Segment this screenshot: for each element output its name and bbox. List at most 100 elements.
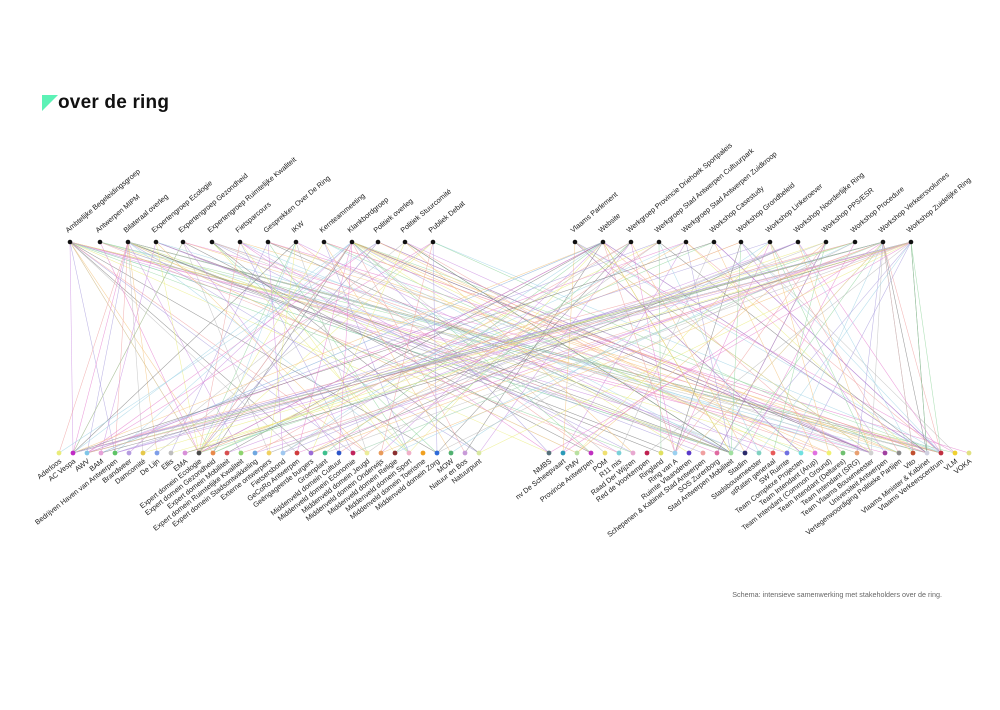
bottom-node-expert-domein-mobiliteit[interactable] — [224, 450, 230, 456]
connection-line — [404, 241, 872, 454]
top-node-gesprekken-over-de-ring[interactable] — [265, 239, 271, 245]
bottom-node-sos-zurenborg[interactable] — [714, 450, 720, 456]
top-node-vlaams-parlement[interactable] — [572, 239, 578, 245]
bottom-node-universiteit-antwerpen[interactable] — [882, 450, 888, 456]
bottom-node-nmbs[interactable] — [546, 450, 552, 456]
bottom-node-expert-domein-ecologie[interactable] — [196, 450, 202, 456]
bottom-node-middenveld-domein-religie[interactable] — [392, 450, 398, 456]
bottom-node-vertegenwoordiging-politieke-partijen[interactable] — [896, 450, 902, 456]
connection-line — [211, 241, 858, 454]
bottom-node-aderloos[interactable] — [56, 450, 62, 456]
bottom-node-bedrijven-haven-van-antwerpen[interactable] — [112, 450, 118, 456]
bottom-node-middenveld-domein-sport[interactable] — [406, 450, 412, 456]
bottom-node-bam[interactable] — [98, 450, 104, 456]
bottom-node-stadsbouwmeester[interactable] — [756, 450, 762, 456]
connection-line — [380, 241, 434, 454]
bottom-node-expert-domein-stadsontwikkeling[interactable] — [252, 450, 258, 456]
bottom-node-middenveld-domein-cultuur[interactable] — [336, 450, 342, 456]
bottom-node-ringland[interactable] — [658, 450, 664, 456]
top-node-werkgroep-stad-antwerpen-zuidkroop[interactable] — [683, 239, 689, 245]
bottom-node-middenveld-domein-economie[interactable] — [350, 450, 356, 456]
bottom-node-team-intendant-common-ground[interactable] — [826, 450, 832, 456]
bottom-node-geengageerde-burgers[interactable] — [308, 450, 314, 456]
bottom-node-natuur-en-bos[interactable] — [462, 450, 468, 456]
bottom-node-vlaams-minister-kabinet[interactable] — [924, 450, 930, 456]
bottom-node-mow[interactable] — [448, 450, 454, 456]
connection-line — [674, 241, 742, 454]
bottom-node-pom[interactable] — [602, 450, 608, 456]
top-node-expertengroep-gezondheid[interactable] — [180, 239, 186, 245]
connection-line — [658, 241, 662, 454]
bottom-node-team-intendant-srg[interactable] — [854, 450, 860, 456]
top-node-publiek-debat[interactable] — [430, 239, 436, 245]
bottom-node-stadim[interactable] — [742, 450, 748, 456]
connection-line — [856, 241, 884, 454]
top-node-workshop-verkeersvolumes[interactable] — [880, 239, 886, 245]
top-node-werkgroep-stad-antwerpen-cultuurpark[interactable] — [656, 239, 662, 245]
bottom-node-team-complexe-projecten[interactable] — [798, 450, 804, 456]
bottom-node-middenveld-domein-toerisme[interactable] — [420, 450, 426, 456]
bottom-node-expert-domein-gezondheid[interactable] — [210, 450, 216, 456]
top-node-kernteammeeting[interactable] — [321, 239, 327, 245]
top-node-workshop-linkeroever[interactable] — [767, 239, 773, 245]
bottom-node-team-vlaams-bouwmeester[interactable] — [868, 450, 874, 456]
bottom-node-externe-ontwerpers[interactable] — [266, 450, 272, 456]
connection-line — [351, 241, 466, 454]
top-node-ikw[interactable] — [293, 239, 299, 245]
top-node-werkgroep-provincie-driehoek-sportpaleis[interactable] — [628, 239, 634, 245]
bottom-node-gecoro-antwerpen[interactable] — [294, 450, 300, 456]
bottom-node-ellis[interactable] — [168, 450, 174, 456]
top-node-bilateraal-overleg[interactable] — [125, 239, 131, 245]
top-node-website[interactable] — [600, 239, 606, 245]
bottom-node-r11-mis[interactable] — [616, 450, 622, 456]
bottom-node-ac-vespa[interactable] — [70, 450, 76, 456]
bottom-node-ring-van-a[interactable] — [672, 450, 678, 456]
top-node-politiek-overleg[interactable] — [375, 239, 381, 245]
bottom-node-team-intendant-arup[interactable] — [812, 450, 818, 456]
bottom-node-pmv[interactable] — [574, 450, 580, 456]
bottom-node-sw-ruimte[interactable] — [784, 450, 790, 456]
connection-line — [323, 241, 452, 454]
bottom-node-provincie-antwerpen[interactable] — [588, 450, 594, 456]
bottom-node-ruimte-vlaanderen[interactable] — [686, 450, 692, 456]
bottom-node-vlm[interactable] — [952, 450, 958, 456]
bottom-node-team-intendant-deltares[interactable] — [840, 450, 846, 456]
connection-line — [184, 241, 827, 454]
bottom-node-awv[interactable] — [84, 450, 90, 456]
bottom-node-middenveld-domein-jeugd[interactable] — [364, 450, 370, 456]
bottom-node-middenveld-domein-zorg[interactable] — [434, 450, 440, 456]
bottom-node-ema[interactable] — [182, 450, 188, 456]
bottom-node-schepenen-kabinet-stad-antwerpen[interactable] — [700, 450, 706, 456]
top-node-expertengroep-ecologie[interactable] — [153, 239, 159, 245]
bottom-node-brandweer[interactable] — [126, 450, 132, 456]
top-node-workshop-casestudy[interactable] — [711, 239, 717, 245]
top-node-politiek-stuurcomite[interactable] — [402, 239, 408, 245]
bottom-node-red-de-voorkempen[interactable] — [644, 450, 650, 456]
bottom-node-nv-de-scheepvaart[interactable] — [560, 450, 566, 456]
top-node-workshop-pps-esr[interactable] — [823, 239, 829, 245]
top-node-expertengroep-ruimtelijke-kwaliteit[interactable] — [209, 239, 215, 245]
bottom-node-de-lijn[interactable] — [154, 450, 160, 456]
top-node-workshop-grondbeleid[interactable] — [738, 239, 744, 245]
bottom-node-stad-antwerpen-mobiliteit[interactable] — [728, 450, 734, 456]
bottom-node-vito[interactable] — [910, 450, 916, 456]
top-node-ambtelijke-begeleidingsgroep[interactable] — [67, 239, 73, 245]
top-node-antwerpen-mipm[interactable] — [97, 239, 103, 245]
bottom-node-fietsersbond[interactable] — [280, 450, 286, 456]
connection-line — [630, 241, 676, 454]
top-node-workshop-zuidelijke-ring[interactable] — [908, 239, 914, 245]
bottom-node-expert-domein-ruimtelijke-kwaliteit[interactable] — [238, 450, 244, 456]
top-node-workshop-noorderlijke-ring[interactable] — [795, 239, 801, 245]
bottom-node-straten-generaal[interactable] — [770, 450, 776, 456]
top-node-workshop-procedure[interactable] — [852, 239, 858, 245]
bottom-node-damcomite[interactable] — [140, 450, 146, 456]
bottom-node-vlaams-verkeerscentrum[interactable] — [938, 450, 944, 456]
bottom-node-voka[interactable] — [966, 450, 972, 456]
bottom-node-natuurpunt[interactable] — [476, 450, 482, 456]
bottom-node-middenveld-domein-onderwijs[interactable] — [378, 450, 384, 456]
top-node-klankbordgroep[interactable] — [349, 239, 355, 245]
bottom-node-groenplant[interactable] — [322, 450, 328, 456]
connection-line — [432, 241, 942, 454]
bottom-node-raad-der-wijzen[interactable] — [630, 450, 636, 456]
top-node-fietsparcours[interactable] — [237, 239, 243, 245]
